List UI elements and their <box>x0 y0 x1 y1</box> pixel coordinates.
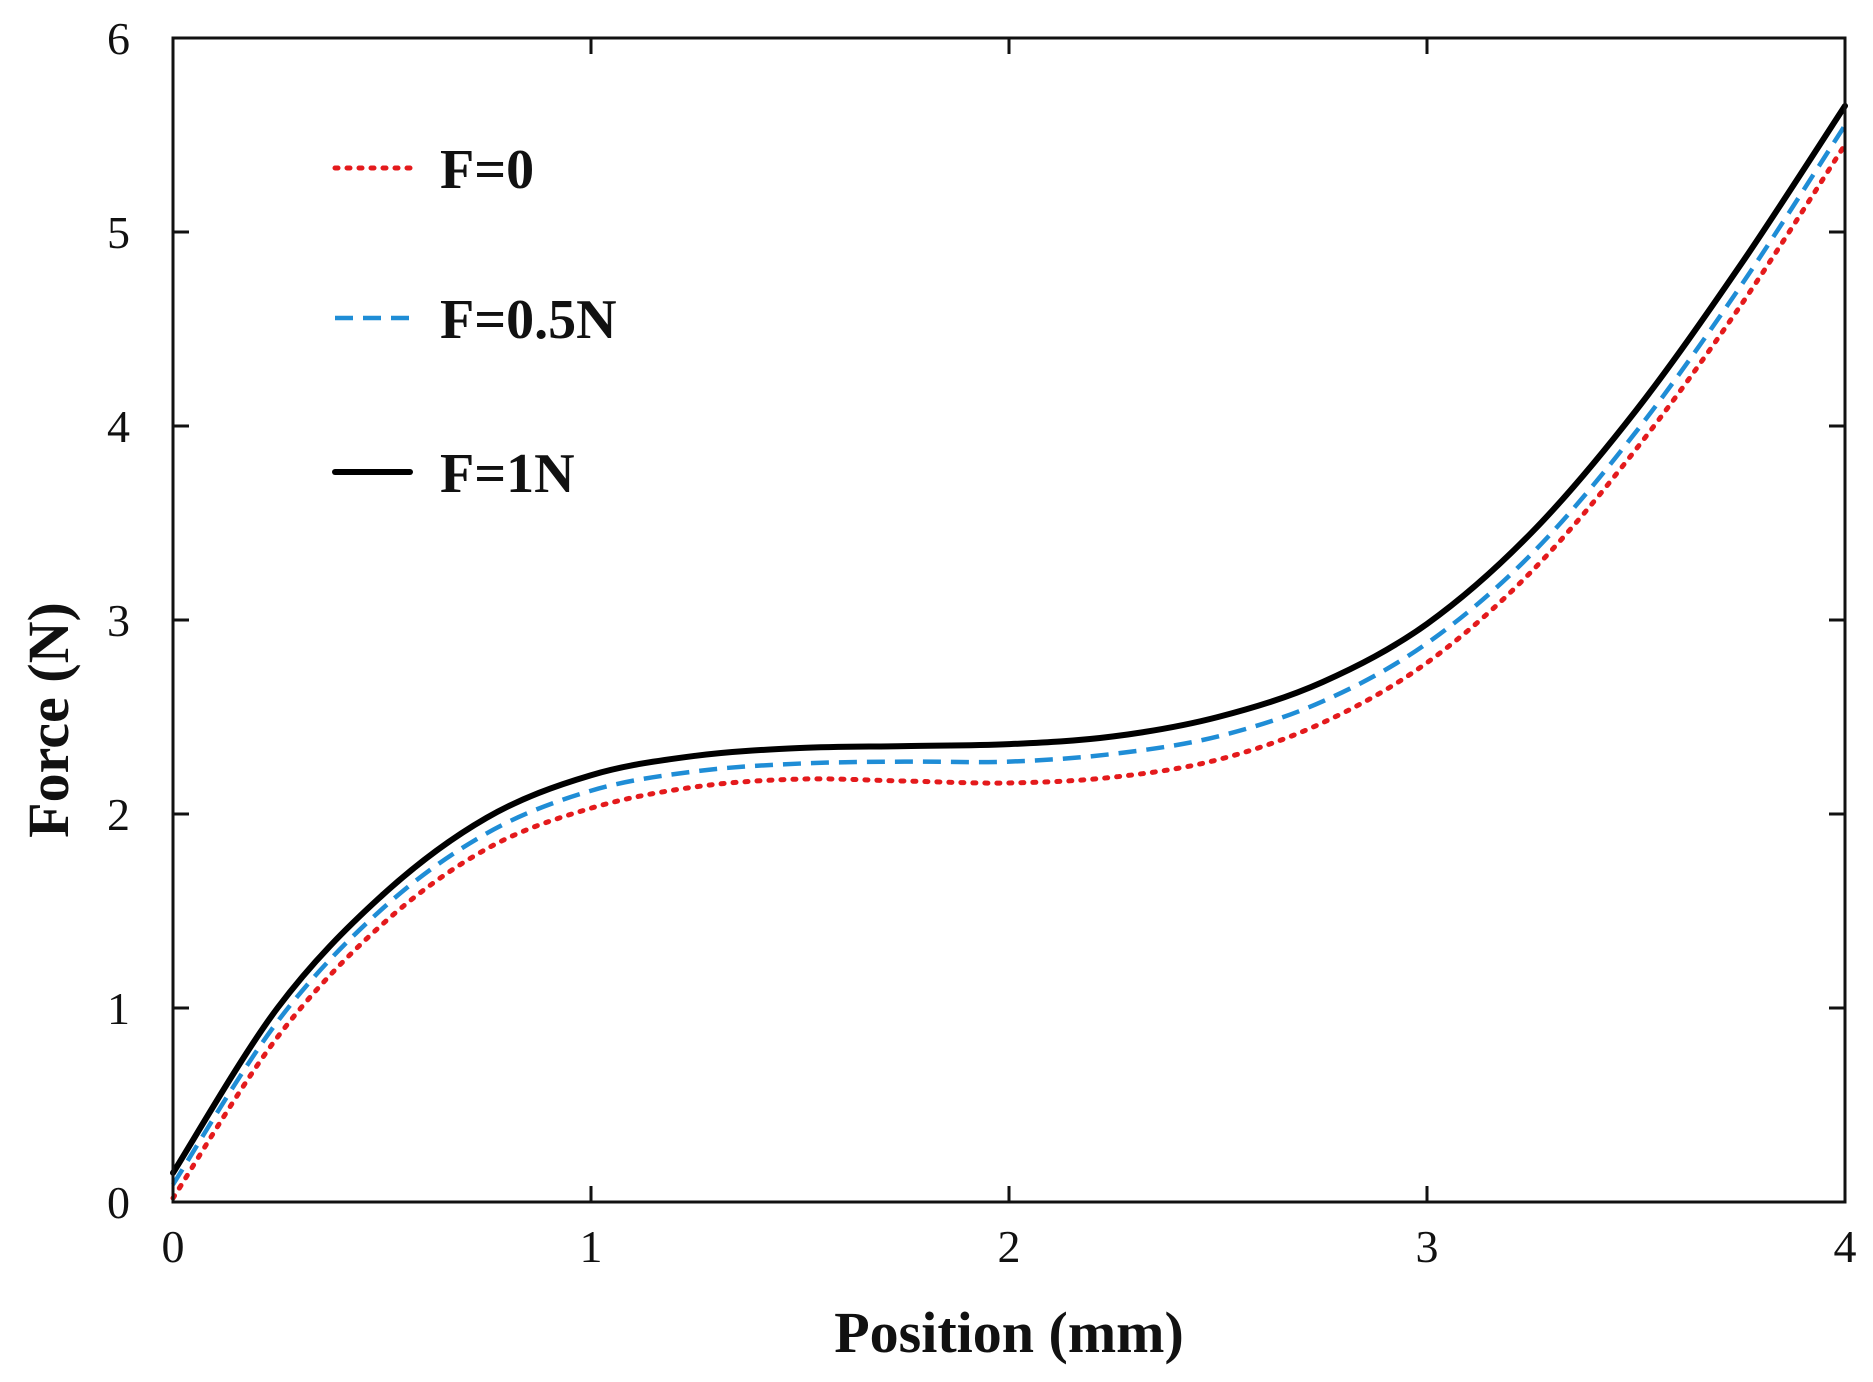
series-layer <box>170 102 1848 1201</box>
series-line-f-0 <box>170 142 1848 1201</box>
x-tick-label: 2 <box>998 1221 1021 1272</box>
legend-label: F=0 <box>440 139 534 201</box>
y-tick-label: 4 <box>107 401 130 452</box>
y-tick-label: 6 <box>107 13 130 64</box>
legend-label: F=1N <box>440 443 575 505</box>
y-axis-title: Force (N) <box>16 602 81 838</box>
series-line-f-0-5n <box>171 124 1847 1186</box>
x-tick-label: 1 <box>580 1221 603 1272</box>
x-tick-label: 3 <box>1416 1221 1439 1272</box>
series-line-f-1n <box>170 102 1848 1176</box>
y-tick-label: 0 <box>107 1177 130 1228</box>
y-tick-label: 2 <box>107 789 130 840</box>
legend: F=0 F=0.5N F=1N <box>332 139 617 505</box>
tick-layer: 0 1 2 3 4 0 1 2 3 4 5 6 <box>107 13 1857 1272</box>
legend-label: F=0.5N <box>440 289 617 351</box>
x-tick-label: 4 <box>1834 1221 1857 1272</box>
y-tick-label: 5 <box>107 207 130 258</box>
y-tick-label: 3 <box>107 595 130 646</box>
y-tick-label: 1 <box>107 983 130 1034</box>
x-tick-label: 0 <box>162 1221 185 1272</box>
x-axis-title: Position (mm) <box>834 1300 1184 1365</box>
